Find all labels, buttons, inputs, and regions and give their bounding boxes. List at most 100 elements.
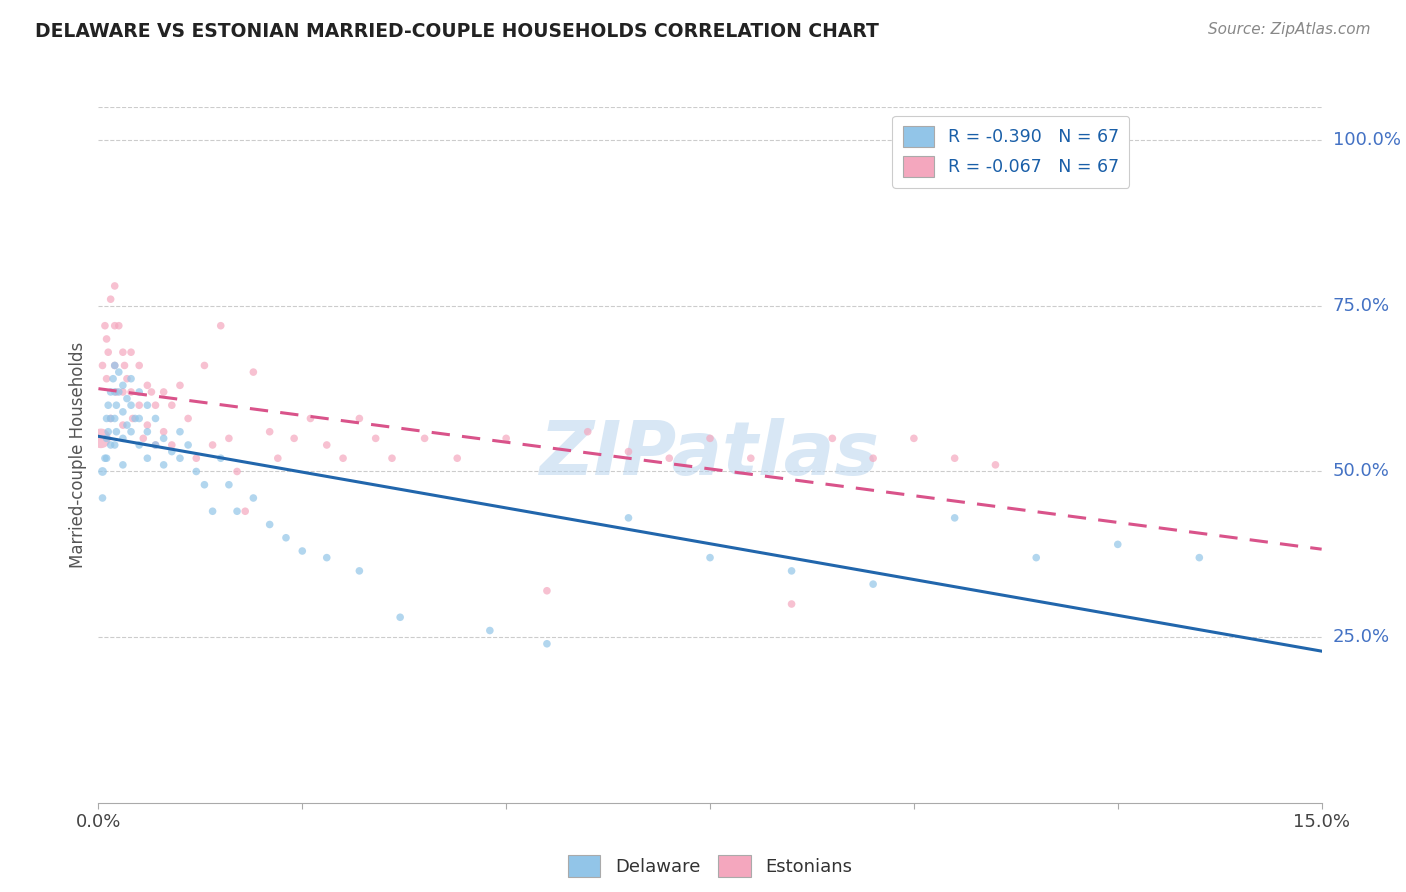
Point	[124, 411, 146, 425]
Point	[104, 359, 127, 373]
Point	[111, 405, 134, 419]
Point	[111, 345, 134, 359]
Y-axis label: Married-couple Households: Married-couple Households	[69, 342, 87, 568]
Text: DELAWARE VS ESTONIAN MARRIED-COUPLE HOUSEHOLDS CORRELATION CHART: DELAWARE VS ESTONIAN MARRIED-COUPLE HOUS…	[35, 22, 879, 41]
Point	[177, 438, 200, 452]
Point	[94, 318, 117, 333]
Point	[108, 365, 131, 379]
Point	[145, 438, 167, 452]
Point	[145, 411, 167, 425]
Point	[136, 378, 159, 392]
Point	[274, 531, 297, 545]
Point	[943, 451, 966, 466]
Point	[128, 411, 150, 425]
Point	[332, 451, 354, 466]
Point	[984, 458, 1007, 472]
Point	[104, 318, 127, 333]
Point	[111, 431, 134, 445]
Point	[115, 392, 138, 406]
Point	[97, 398, 120, 412]
Point	[160, 398, 183, 412]
Point	[96, 451, 118, 466]
Legend: Delaware, Estonians: Delaware, Estonians	[561, 847, 859, 884]
Point	[97, 345, 120, 359]
Point	[201, 438, 224, 452]
Point	[381, 451, 404, 466]
Point	[446, 451, 468, 466]
Point	[96, 411, 118, 425]
Point	[780, 564, 803, 578]
Point	[315, 438, 337, 452]
Point	[108, 384, 131, 399]
Point	[903, 431, 925, 445]
Point	[193, 359, 215, 373]
Point	[299, 411, 322, 425]
Point	[699, 431, 721, 445]
Point	[111, 418, 134, 433]
Point	[111, 458, 134, 472]
Point	[267, 451, 290, 466]
Point	[862, 451, 884, 466]
Point	[283, 431, 305, 445]
Text: ZIPatlas: ZIPatlas	[540, 418, 880, 491]
Point	[943, 511, 966, 525]
Point	[259, 425, 281, 439]
Point	[114, 359, 136, 373]
Point	[120, 384, 142, 399]
Point	[226, 465, 249, 479]
Point	[100, 411, 122, 425]
Point	[91, 359, 114, 373]
Point	[389, 610, 412, 624]
Point	[90, 431, 112, 445]
Point	[160, 438, 183, 452]
Point	[152, 458, 174, 472]
Point	[104, 359, 127, 373]
Point	[104, 279, 127, 293]
Point	[136, 418, 159, 433]
Point	[128, 359, 150, 373]
Point	[115, 372, 138, 386]
Point	[115, 418, 138, 433]
Point	[233, 504, 256, 518]
Point	[193, 477, 215, 491]
Point	[128, 384, 150, 399]
Point	[111, 384, 134, 399]
Point	[136, 398, 159, 412]
Point	[152, 384, 174, 399]
Point	[1188, 550, 1211, 565]
Point	[226, 504, 249, 518]
Point	[658, 451, 681, 466]
Point	[862, 577, 884, 591]
Point	[100, 292, 122, 306]
Text: Source: ZipAtlas.com: Source: ZipAtlas.com	[1208, 22, 1371, 37]
Point	[780, 597, 803, 611]
Point	[177, 411, 200, 425]
Point	[821, 431, 844, 445]
Point	[100, 438, 122, 452]
Point	[136, 425, 159, 439]
Point	[108, 318, 131, 333]
Point	[96, 372, 118, 386]
Point	[364, 431, 387, 445]
Point	[128, 438, 150, 452]
Point	[91, 465, 114, 479]
Point	[145, 438, 167, 452]
Point	[100, 411, 122, 425]
Point	[740, 451, 762, 466]
Point	[1107, 537, 1129, 551]
Point	[121, 411, 143, 425]
Point	[536, 637, 558, 651]
Point	[152, 425, 174, 439]
Point	[169, 425, 191, 439]
Text: 100.0%: 100.0%	[1333, 131, 1400, 149]
Point	[1025, 550, 1047, 565]
Point	[97, 425, 120, 439]
Point	[120, 398, 142, 412]
Point	[349, 411, 371, 425]
Point	[100, 384, 122, 399]
Point	[111, 378, 134, 392]
Point	[536, 583, 558, 598]
Point	[104, 384, 127, 399]
Point	[120, 372, 142, 386]
Point	[699, 550, 721, 565]
